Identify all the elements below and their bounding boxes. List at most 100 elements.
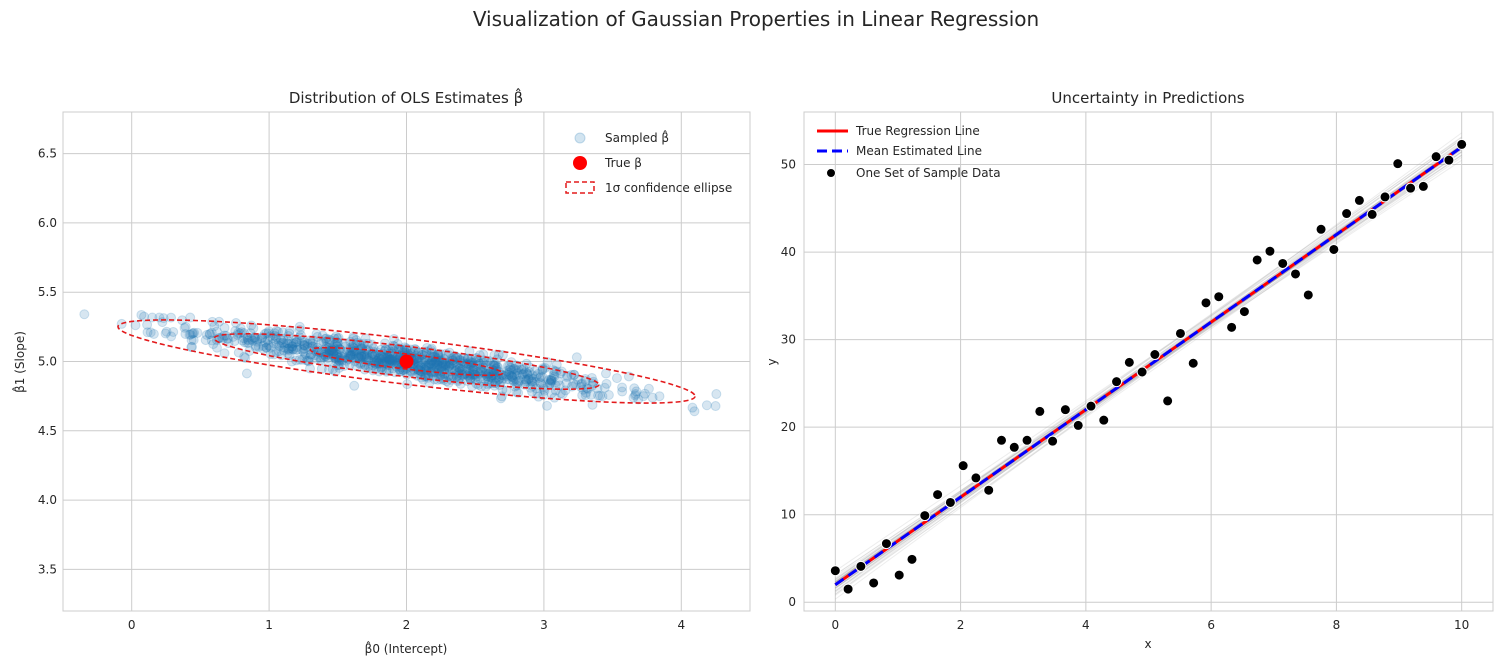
sample-point — [384, 353, 395, 364]
sample-point — [431, 358, 442, 369]
sample-point — [211, 342, 222, 353]
sample-point — [136, 309, 147, 320]
sample-point — [282, 343, 293, 354]
sample-point — [413, 361, 424, 372]
sample-point — [571, 352, 582, 363]
sampled-regression-line — [835, 151, 1462, 595]
sample-point — [381, 365, 392, 376]
sample-data-point — [1251, 254, 1263, 266]
sample-point — [370, 349, 381, 360]
sample-data-point — [880, 538, 892, 550]
sample-point — [507, 372, 518, 383]
sample-point — [527, 376, 538, 387]
sample-point — [518, 368, 529, 379]
sample-point — [426, 360, 437, 371]
sample-point — [299, 339, 310, 350]
sample-data-point — [944, 496, 956, 508]
sampled-regression-line — [835, 132, 1462, 592]
sample-point — [345, 336, 356, 347]
sample-point — [387, 355, 398, 366]
sample-point — [526, 376, 537, 387]
sample-point — [377, 351, 388, 362]
sample-point — [142, 327, 153, 338]
sample-point — [359, 350, 370, 361]
sample-point — [367, 348, 378, 359]
sample-point — [262, 335, 273, 346]
sample-point — [429, 349, 440, 360]
sample-point — [387, 340, 398, 351]
sampled-regression-line — [835, 144, 1462, 572]
sample-point — [278, 338, 289, 349]
sample-point — [273, 337, 284, 348]
sample-point — [184, 329, 195, 340]
sample-point — [588, 376, 599, 387]
sample-point — [269, 330, 280, 341]
sample-data-point — [1085, 400, 1097, 412]
sample-point — [501, 371, 512, 382]
sample-point — [298, 340, 309, 351]
sample-point — [349, 380, 360, 391]
left-x-axis-label: β̂0 (Intercept) — [365, 640, 448, 656]
sample-point — [492, 376, 503, 387]
sample-point — [462, 359, 473, 370]
sample-point — [541, 400, 552, 411]
sample-point — [513, 387, 524, 398]
sample-point — [361, 352, 372, 363]
sample-point — [633, 394, 644, 405]
sample-point — [510, 374, 521, 385]
right-chart: Uncertainty in Predictions 0 2 4 6 8 10 0 10 20 3… — [765, 89, 1494, 651]
sample-point — [292, 344, 303, 355]
sample-point — [264, 340, 275, 351]
sampled-regression-line — [835, 139, 1462, 581]
sample-point — [387, 356, 398, 367]
sample-point — [201, 329, 212, 340]
sample-point — [425, 358, 436, 369]
sample-point — [145, 327, 156, 338]
sample-point — [238, 333, 249, 344]
sample-point — [548, 370, 559, 381]
sample-point — [520, 376, 531, 387]
sample-point — [307, 338, 318, 349]
right-y-axis-label: y — [765, 358, 779, 365]
sample-point — [318, 336, 329, 347]
sample-point — [369, 357, 380, 368]
sample-point — [331, 349, 342, 360]
sample-point — [331, 337, 342, 348]
true-regression-line — [834, 145, 1463, 586]
sample-data-point — [1008, 441, 1020, 453]
sample-point — [483, 369, 494, 380]
sample-point — [508, 369, 519, 380]
legend-marker-ellipse — [565, 181, 595, 194]
sample-point — [426, 356, 437, 367]
sample-point — [270, 334, 281, 345]
sample-data-point — [1405, 182, 1417, 194]
sample-point — [504, 364, 515, 375]
sample-point — [321, 341, 332, 352]
sample-point — [377, 351, 388, 362]
sample-point — [356, 351, 367, 362]
left-x-tick-label: 2 — [403, 618, 411, 632]
legend-marker-sampled — [574, 132, 586, 144]
sample-data-point — [855, 560, 867, 572]
right-y-tick-label: 0 — [788, 595, 796, 609]
sample-point — [237, 335, 248, 346]
sample-point — [561, 378, 572, 389]
left-legend: Sampled β̂ True β 1σ confidence ellipse — [565, 129, 732, 195]
sample-data-point — [1059, 404, 1071, 416]
sample-point — [420, 355, 431, 366]
left-y-tick-label: 6.5 — [38, 147, 57, 161]
sample-data-point — [970, 472, 982, 484]
sample-point — [333, 332, 344, 343]
sample-point — [291, 337, 302, 348]
sample-point — [512, 368, 523, 379]
sample-point — [348, 338, 359, 349]
sample-point — [643, 383, 654, 394]
legend-marker-sample-data — [826, 168, 836, 178]
sample-point — [453, 370, 464, 381]
sample-point — [415, 362, 426, 373]
sample-data-point — [829, 565, 841, 577]
sample-point — [474, 368, 485, 379]
legend-label-mean-line: Mean Estimated Line — [856, 144, 982, 158]
sample-point — [455, 378, 466, 389]
sample-point — [180, 321, 191, 332]
